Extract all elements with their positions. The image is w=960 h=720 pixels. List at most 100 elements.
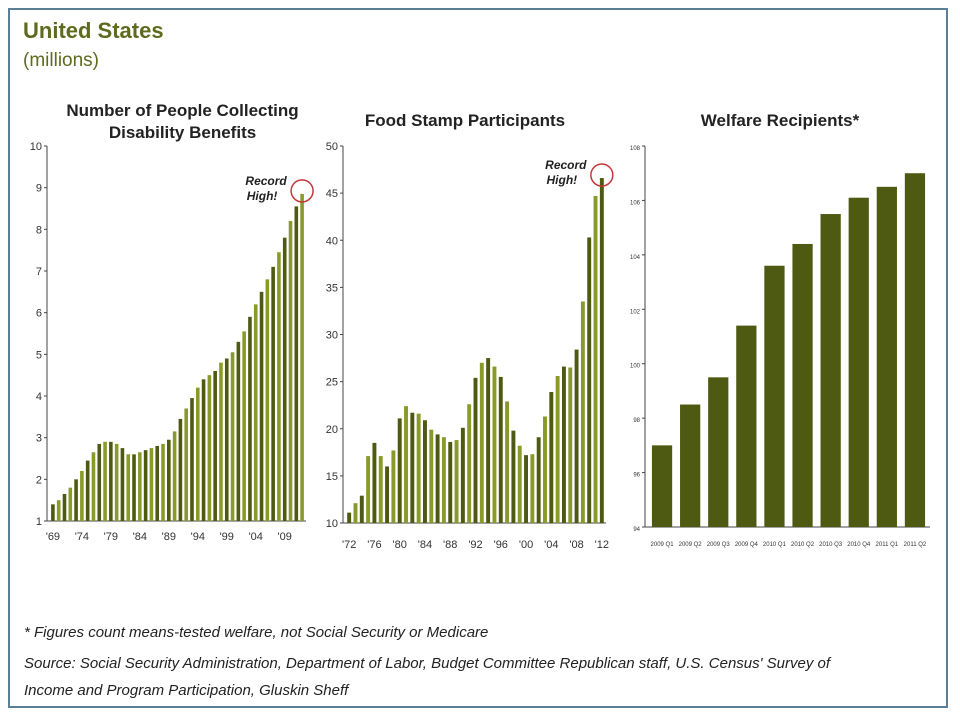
page-title: United States xyxy=(23,18,164,43)
chart3-bar xyxy=(848,197,869,527)
chart1-bar xyxy=(161,443,165,521)
chart2-bar xyxy=(385,466,390,523)
chart2-bar xyxy=(416,413,421,523)
chart2-x-tick-label: '88 xyxy=(443,539,457,551)
chart1-bar xyxy=(195,387,200,521)
chart1-bar xyxy=(253,304,258,521)
chart3-bar xyxy=(820,214,841,528)
chart2-bar xyxy=(454,440,459,523)
chart1-x-tick-label: '74 xyxy=(75,531,89,543)
chart3-x-tick-label: 2010 Q3 xyxy=(819,542,843,548)
chart1-bar xyxy=(132,454,136,521)
chart1-y-tick-label: 9 xyxy=(36,183,42,195)
chart1-x-tick-label: '69 xyxy=(46,531,60,543)
chart1-bar xyxy=(97,443,102,521)
chart3-bar xyxy=(904,173,926,527)
chart2-bar xyxy=(423,420,427,523)
chart2-bar xyxy=(347,512,352,523)
chart2-x-tick-label: '84 xyxy=(418,539,432,551)
chart1-bar xyxy=(219,362,223,521)
chart2-x-tick-label: '72 xyxy=(342,539,356,551)
chart2-bar xyxy=(353,503,358,523)
chart2-bar xyxy=(404,406,408,523)
chart2-bar xyxy=(511,430,516,523)
chart3-x-tick-label: 2010 Q1 xyxy=(763,542,787,548)
chart1-bar xyxy=(62,493,67,521)
chart1-bar xyxy=(172,431,177,521)
chart2-bar xyxy=(435,434,440,523)
chart2-bar xyxy=(441,437,446,523)
chart1-bar xyxy=(236,341,241,521)
chart1-bar xyxy=(300,193,304,521)
chart1-bar xyxy=(248,316,252,521)
chart3-bar xyxy=(764,265,785,527)
chart3-y-tick-label: 96 xyxy=(633,473,640,479)
chart1-y-tick-label: 2 xyxy=(36,474,42,486)
chart1-bar xyxy=(126,454,131,521)
chart3-bar xyxy=(708,377,729,527)
chart1-bar xyxy=(184,408,188,521)
page-subtitle: (millions) xyxy=(23,50,99,71)
chart2-bar xyxy=(492,366,497,523)
chart2-y-tick-label: 15 xyxy=(326,471,338,483)
chart3-y-tick-label: 104 xyxy=(630,255,641,261)
chart2-x-tick-label: '92 xyxy=(468,539,482,551)
chart1-bar xyxy=(224,358,229,521)
chart3-x-tick-label: 2011 Q2 xyxy=(904,542,927,548)
chart3-x-tick-label: 2009 Q1 xyxy=(651,542,675,548)
chart3-y-tick-label: 100 xyxy=(630,364,641,370)
chart2-bar xyxy=(555,375,560,523)
chart1-bar xyxy=(201,379,206,521)
chart2-record-annotation: Record High! xyxy=(545,158,587,187)
chart2-bar xyxy=(391,450,396,523)
chart2-bar xyxy=(543,416,547,523)
chart3-bar xyxy=(680,404,701,527)
chart2-record-circle xyxy=(590,163,614,187)
chart3-x-tick-label: 2010 Q2 xyxy=(791,542,815,548)
chart2-bar xyxy=(530,454,535,523)
chart1-bar xyxy=(282,237,287,521)
chart-frame xyxy=(8,8,948,708)
chart1-x-tick-label: '79 xyxy=(104,531,118,543)
chart1-y-tick-label: 1 xyxy=(36,516,42,528)
chart1-bar xyxy=(190,398,194,521)
chart2-y-tick-label: 45 xyxy=(326,188,338,200)
chart1-title: Number of People Collecting Disability B… xyxy=(66,101,299,142)
chart3-y-tick-label: 106 xyxy=(630,200,641,206)
chart2-bar xyxy=(524,455,528,523)
chart1-bar xyxy=(155,446,160,521)
chart1-x-tick-label: '84 xyxy=(133,531,147,543)
chart1-bar xyxy=(74,479,78,521)
chart1-bar xyxy=(265,279,270,521)
chart2-y-tick-label: 50 xyxy=(326,141,338,153)
chart2-bar xyxy=(593,195,598,523)
chart2-bar xyxy=(479,362,484,523)
chart3-bar xyxy=(792,243,813,527)
chart1-bar xyxy=(80,471,84,521)
chart2-bar xyxy=(587,237,592,524)
source-line-2: Income and Program Participation, Gluski… xyxy=(24,682,349,699)
chart1-bar xyxy=(56,500,61,521)
chart2-x-tick-label: '96 xyxy=(494,539,508,551)
chart2-y-tick-label: 30 xyxy=(326,330,338,342)
chart1-y-tick-label: 8 xyxy=(36,224,42,236)
chart1-bar xyxy=(271,266,275,521)
chart3-bar xyxy=(736,325,757,527)
chart2-bar xyxy=(498,376,503,523)
chart1-record-circle xyxy=(290,179,314,203)
chart3-x-tick-label: 2009 Q4 xyxy=(735,542,759,548)
chart2-bar xyxy=(460,427,465,523)
chart2-bar xyxy=(549,391,554,523)
chart1-bar xyxy=(288,221,293,521)
chart3-x-tick-label: 2011 Q1 xyxy=(876,542,899,548)
chart1-bar xyxy=(259,291,264,521)
chart1-bar xyxy=(114,443,119,521)
chart1-bar xyxy=(120,448,125,521)
chart1-x-tick-label: '89 xyxy=(162,531,176,543)
chart1-x-tick-label: '99 xyxy=(220,531,234,543)
chart2-y-tick-label: 25 xyxy=(326,377,338,389)
chart1-bar xyxy=(207,375,212,521)
chart2-bar xyxy=(359,495,364,523)
chart1-bar xyxy=(167,439,171,521)
chart2-bar xyxy=(517,445,522,523)
